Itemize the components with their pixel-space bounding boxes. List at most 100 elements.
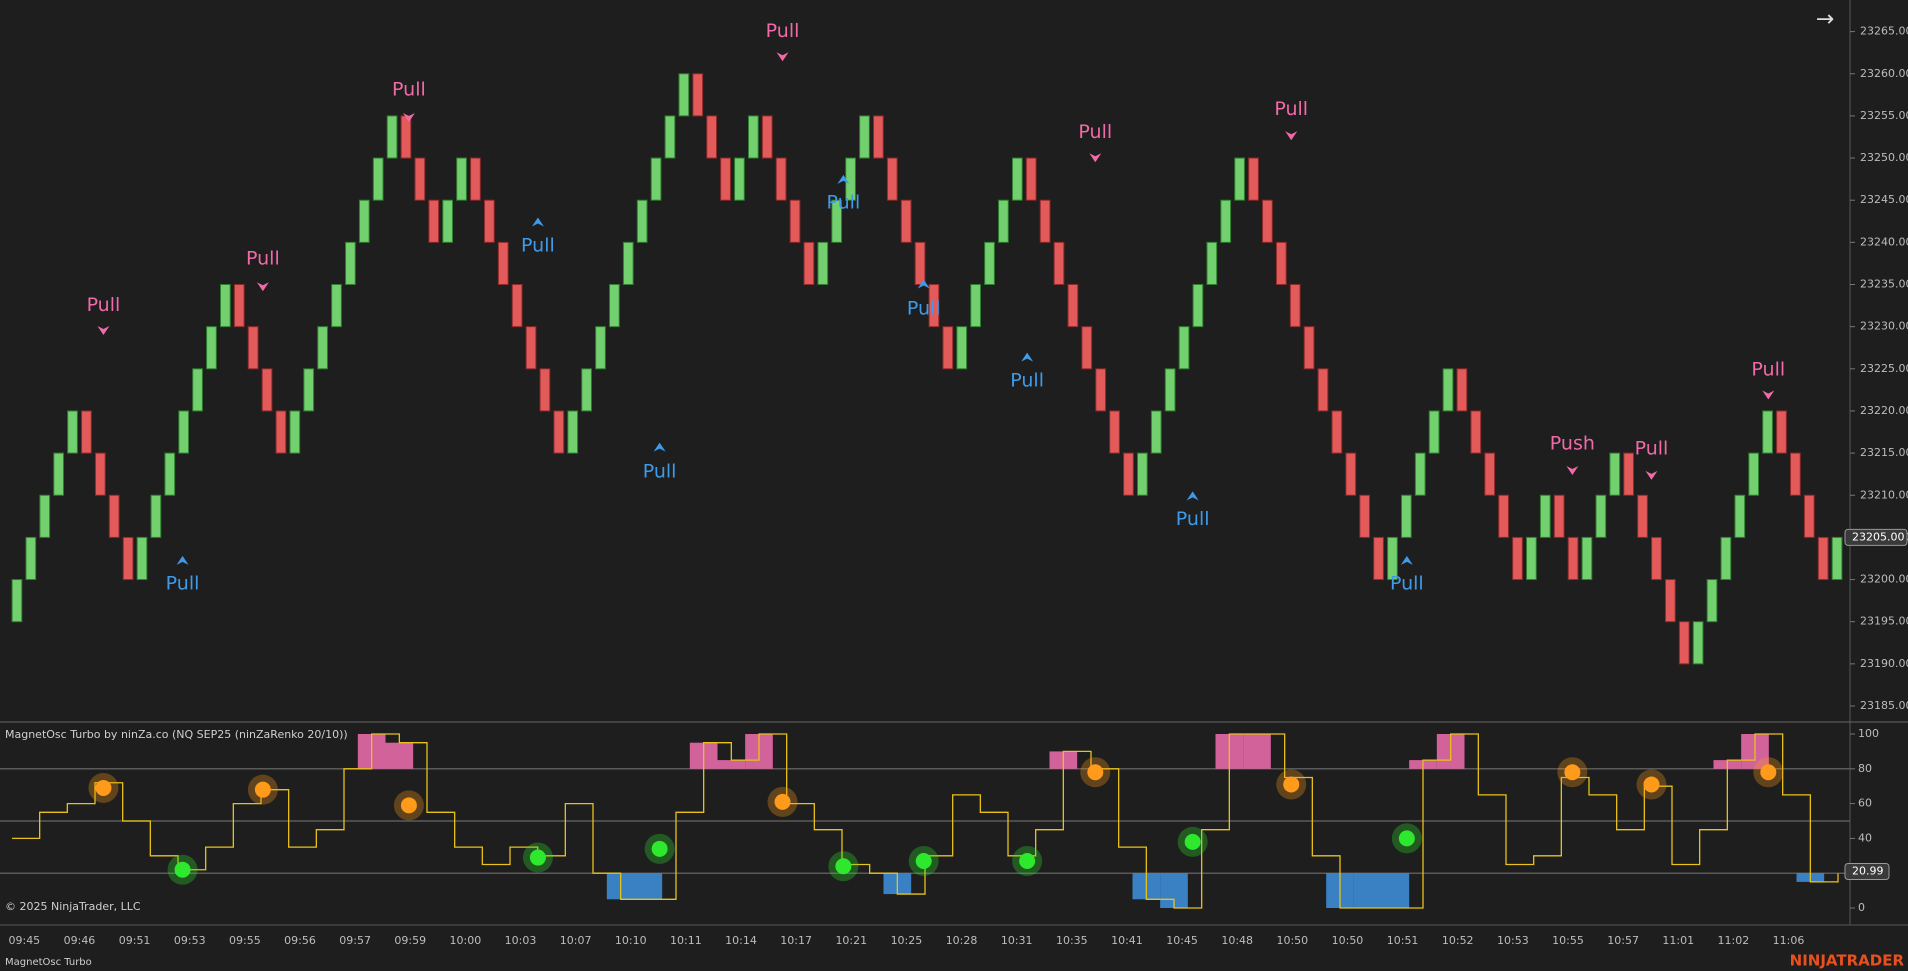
down-brick [1637,494,1648,538]
y-tick-label: 23230.00 [1860,320,1908,333]
down-brick [94,452,106,496]
up-brick [303,368,315,412]
down-brick [1053,241,1065,286]
signal-label: Pull [1274,98,1308,120]
down-brick [803,241,815,286]
y-tick-label: 23185.00 [1860,699,1908,712]
up-brick [1011,157,1023,201]
y-tick-label: 23225.00 [1860,362,1908,375]
down-brick [928,284,940,328]
signal-dot [915,853,932,870]
down-brick [470,157,481,201]
x-tick-label: 09:45 [8,934,40,947]
up-brick [984,241,995,286]
down-brick [720,157,731,201]
down-brick [1317,368,1329,412]
y-tick-label: 23240.00 [1860,235,1908,248]
up-brick [1178,326,1190,370]
y-tick-label: 23265.00 [1860,25,1908,38]
x-tick-label: 09:46 [64,934,96,947]
up-brick [609,284,620,328]
down-brick [692,73,704,117]
down-brick [1790,452,1801,496]
down-brick [275,410,287,454]
down-brick [1331,410,1343,454]
y-tick-label: 23215.00 [1860,446,1908,459]
x-tick-label: 10:35 [1056,934,1088,947]
up-brick [998,199,1009,243]
up-brick [1387,536,1398,581]
x-tick-label: 10:03 [505,934,537,947]
down-brick [914,241,926,286]
signal-label: Push [1550,433,1595,455]
y2-tick-label: 0 [1858,901,1865,914]
signal-dot [1019,853,1036,870]
signal-arrow [917,279,930,289]
x-tick-label: 10:52 [1442,934,1474,947]
x-tick-label: 10:50 [1332,934,1364,947]
signal-dot [174,861,191,878]
signal-arrow [1186,491,1199,501]
up-brick [1706,579,1718,623]
signal-arrow [1021,352,1034,362]
signal-label: Pull [166,573,200,595]
x-tick-label: 10:51 [1387,934,1419,947]
signal-arrow [1400,555,1413,565]
signal-dot [651,840,668,857]
down-brick [1303,326,1315,370]
up-brick [164,452,176,496]
down-brick [1512,536,1523,581]
down-brick [1109,410,1120,454]
down-brick [1248,157,1259,201]
up-brick [650,157,662,201]
down-brick [1289,284,1301,328]
down-brick [1484,452,1496,496]
up-brick [831,199,843,243]
x-tick-label: 10:25 [891,934,923,947]
down-brick [81,410,92,454]
up-brick [678,73,690,117]
up-brick [1831,536,1843,581]
down-brick [1067,284,1079,328]
panel-title: MagnetOsc Turbo by ninZa.co (NQ SEP25 (n… [5,728,348,741]
up-brick [1692,621,1704,665]
up-brick [1220,199,1232,243]
down-brick [553,410,565,454]
down-brick [1553,494,1565,538]
up-brick [178,410,190,454]
x-tick-label: 10:50 [1276,934,1308,947]
lower-zone [1381,873,1410,908]
down-brick [108,494,120,538]
y2-tick-label: 60 [1858,797,1872,810]
down-brick [775,157,787,201]
down-brick [1651,536,1662,581]
tab-label[interactable]: MagnetOsc Turbo [5,957,92,968]
signal-dot [1760,764,1777,781]
signal-label: Pull [87,294,121,316]
down-brick [247,326,259,370]
x-tick-label: 11:01 [1662,934,1694,947]
up-brick [1192,284,1204,328]
up-brick [39,494,51,538]
upper-zone [1243,734,1271,769]
signal-dot [400,797,417,814]
up-brick [442,199,454,243]
signal-dot [254,781,271,798]
down-brick [539,368,551,412]
down-brick [1678,621,1690,665]
up-brick [206,326,217,370]
up-brick [1136,452,1148,496]
y-tick-label: 23195.00 [1860,615,1908,628]
down-brick [400,115,412,159]
x-tick-label: 09:53 [174,934,206,947]
x-tick-label: 10:48 [1221,934,1253,947]
signal-arrow [653,442,666,452]
nav-arrow[interactable]: → [1816,7,1834,32]
x-tick-label: 10:31 [1001,934,1033,947]
y-tick-label: 23220.00 [1860,404,1908,417]
signal-dot [1283,776,1300,793]
x-tick-label: 10:17 [780,934,812,947]
signal-label: Pull [1751,358,1785,380]
y-tick-label: 23245.00 [1860,193,1908,206]
